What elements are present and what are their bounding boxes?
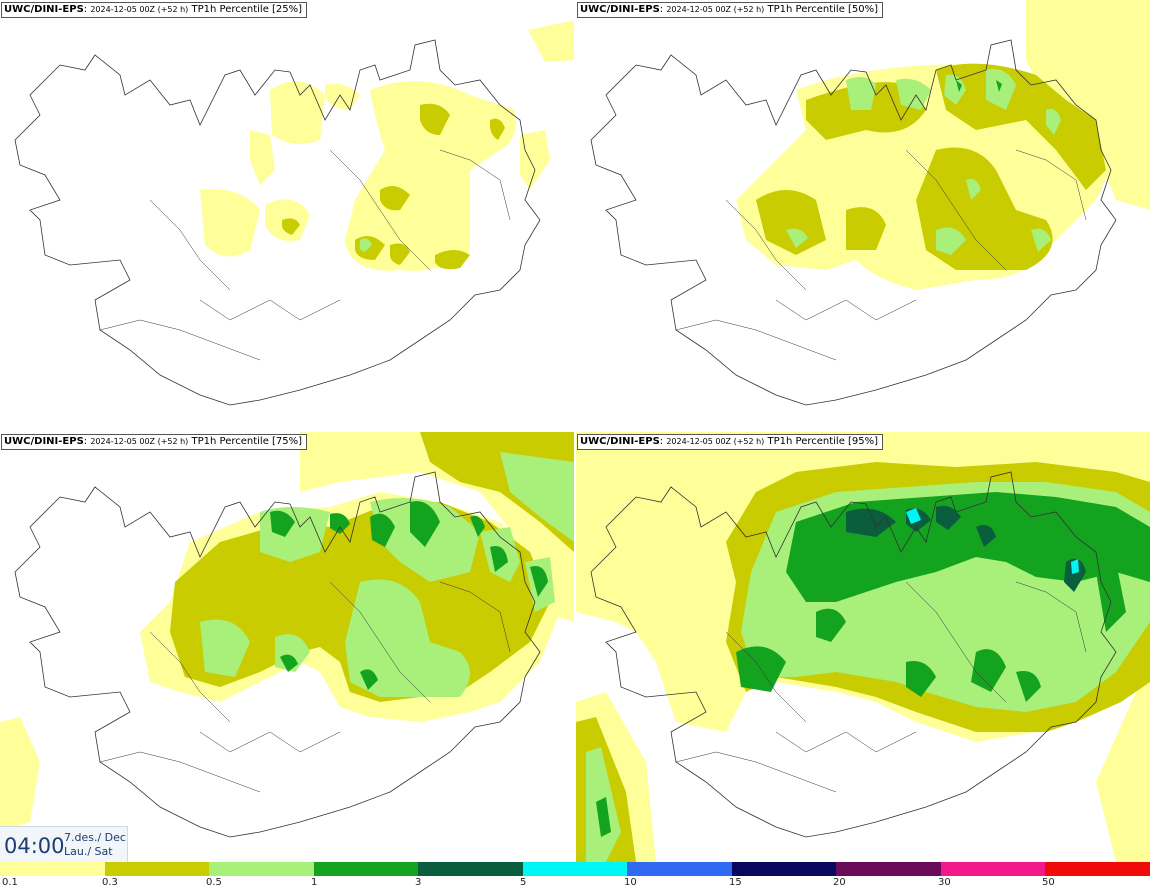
precip-field (576, 432, 1150, 862)
map-panel-p95: UWC/DINI-EPS: 2024-12-05 00Z (+52 h) TP1… (576, 432, 1150, 862)
legend-tick-label: 1 (311, 877, 318, 888)
legend-tick-label: 20 (833, 877, 846, 888)
legend-swatch (418, 862, 523, 876)
precip-map-p25 (14, 20, 574, 406)
legend-swatch (627, 862, 732, 876)
legend-tick-label: 30 (938, 877, 951, 888)
valid-time-date: 7.des./ Dec Lau./ Sat (64, 831, 126, 859)
run-time: 2024-12-05 00Z (+52 h) (90, 5, 189, 14)
valid-date-label: 7.des./ Dec (64, 831, 126, 844)
run-time: 2024-12-05 00Z (+52 h) (90, 437, 189, 446)
valid-day-label: Lau./ Sat (64, 845, 113, 858)
map-panel-p25: UWC/DINI-EPS: 2024-12-05 00Z (+52 h) TP1… (0, 0, 574, 430)
iceland-coastline (590, 39, 1117, 406)
precip-map-p95 (576, 432, 1150, 862)
model-name: UWC/DINI-EPS (4, 4, 84, 15)
legend-tick-label: 0.1 (2, 877, 18, 888)
legend-color-bar (0, 862, 1150, 876)
precip-field (0, 432, 574, 832)
legend-tick-label: 0.3 (102, 877, 118, 888)
product-name: TP1h Percentile [25%] (191, 4, 303, 15)
legend-tick-label: 15 (729, 877, 742, 888)
legend-tick-label: 50 (1042, 877, 1055, 888)
valid-time-clock: 04:00 (4, 834, 65, 858)
model-name: UWC/DINI-EPS (580, 436, 660, 447)
legend-swatch (313, 862, 419, 876)
panel-divider-horizontal (0, 430, 1150, 432)
legend-swatch (836, 862, 941, 876)
product-name: TP1h Percentile [50%] (767, 4, 879, 15)
legend-swatch (731, 862, 837, 876)
legend-swatch (209, 862, 314, 876)
legend-swatch (940, 862, 1046, 876)
legend-tick-label: 0.5 (206, 877, 222, 888)
product-name: TP1h Percentile [75%] (191, 436, 303, 447)
panel-title: UWC/DINI-EPS: 2024-12-05 00Z (+52 h) TP1… (1, 434, 308, 450)
color-legend: 0.1 0.3 0.5 1 3 5 10 15 20 30 50 (0, 862, 1150, 891)
model-name: UWC/DINI-EPS (4, 436, 84, 447)
model-name: UWC/DINI-EPS (580, 4, 660, 15)
legend-swatch (104, 862, 210, 876)
precip-map-p50 (590, 0, 1150, 406)
product-name: TP1h Percentile [95%] (767, 436, 879, 447)
iceland-coastline (590, 471, 1117, 838)
legend-swatch (522, 862, 628, 876)
iceland-coastline (14, 39, 541, 406)
precip-field (200, 20, 574, 271)
map-panel-p50: UWC/DINI-EPS: 2024-12-05 00Z (+52 h) TP1… (576, 0, 1150, 430)
legend-tick-label: 5 (520, 877, 527, 888)
iceland-coastline (14, 471, 541, 838)
map-panel-p75: UWC/DINI-EPS: 2024-12-05 00Z (+52 h) TP1… (0, 432, 574, 862)
valid-time-box: 04:00 7.des./ Dec Lau./ Sat (0, 826, 128, 863)
precip-field (736, 0, 1150, 291)
legend-tick-label: 10 (624, 877, 637, 888)
panel-title: UWC/DINI-EPS: 2024-12-05 00Z (+52 h) TP1… (577, 434, 884, 450)
run-time: 2024-12-05 00Z (+52 h) (666, 437, 765, 446)
legend-swatch (0, 862, 105, 876)
legend-tick-label: 3 (415, 877, 422, 888)
precip-map-p75 (0, 432, 574, 838)
run-time: 2024-12-05 00Z (+52 h) (666, 5, 765, 14)
panel-title: UWC/DINI-EPS: 2024-12-05 00Z (+52 h) TP1… (577, 2, 884, 18)
legend-swatch (1045, 862, 1150, 876)
panel-title: UWC/DINI-EPS: 2024-12-05 00Z (+52 h) TP1… (1, 2, 308, 18)
